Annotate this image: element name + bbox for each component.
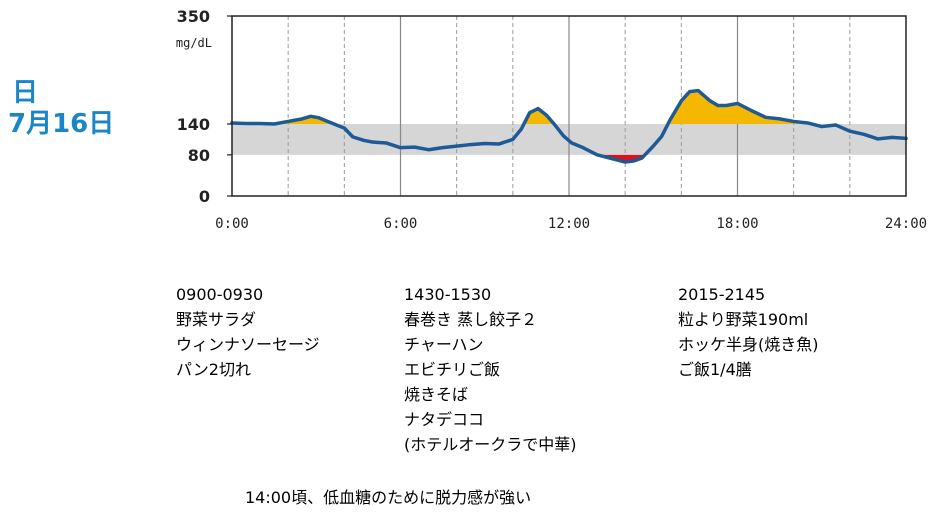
meal-item: 春巻き 蒸し餃子２ — [404, 310, 538, 329]
meal-item: ご飯1/4膳 — [678, 360, 752, 379]
day-label-date: 7月16日 — [8, 109, 115, 139]
meal-item: 野菜サラダ — [176, 310, 257, 329]
meal-item: 焼きそば — [404, 385, 469, 404]
plot-frame — [231, 15, 907, 197]
y-axis-unit-label: mg/dL — [176, 36, 212, 50]
meal-item: チャーハン — [404, 335, 484, 354]
high-area — [232, 90, 812, 124]
meal-item: 粒より野菜190ml — [678, 310, 809, 329]
meal-breakfast: 0900-0930 野菜サラダ ウィンナソーセージ パン2切れ — [176, 282, 320, 382]
meal-item: パン2切れ — [176, 360, 251, 379]
meal-dinner: 2015-2145 粒より野菜190ml ホッケ半身(焼き魚) ご飯1/4膳 — [678, 282, 819, 382]
meal-lunch: 1430-1530 春巻き 蒸し餃子２ チャーハン エビチリご飯 焼きそば ナタ… — [404, 282, 577, 457]
hypoglycemia-note: 14:00頃、低血糖のために脱力感が強い — [245, 488, 532, 507]
meal-item: ナタデココ — [404, 410, 485, 429]
meal-time: 1430-1530 — [404, 285, 492, 304]
x-tick-label: 12:00 — [548, 216, 590, 232]
meal-item: (ホテルオークラで中華) — [404, 435, 577, 454]
x-axis: 0:00 6:00 12:00 18:00 24:00 — [215, 216, 927, 232]
day-label-line1: 日 — [12, 78, 39, 108]
x-tick-label: 24:00 — [885, 216, 927, 232]
day-label: 日 7月16日 — [8, 78, 114, 140]
x-tick-label: 18:00 — [716, 216, 758, 232]
glucose-line — [230, 88, 908, 164]
y-axis: 0 80 140 350 — [177, 7, 232, 206]
meal-time: 0900-0930 — [176, 285, 264, 304]
meal-time: 2015-2145 — [678, 285, 766, 304]
x-tick-label: 6:00 — [384, 216, 418, 232]
y-tick-label: 140 — [177, 115, 210, 134]
y-tick-label: 0 — [199, 187, 210, 206]
x-tick-label: 0:00 — [215, 216, 249, 232]
y-tick-label: 350 — [177, 7, 210, 26]
y-tick-label: 80 — [188, 146, 210, 165]
glucose-chart: 0 80 140 350 0:00 6:00 12:00 18:00 24:00 mg/dL — [176, 7, 927, 232]
meal-item: ホッケ半身(焼き魚) — [678, 335, 819, 354]
meal-item: ウィンナソーセージ — [176, 335, 320, 354]
grid-lines — [287, 16, 851, 196]
meal-item: エビチリご飯 — [404, 360, 501, 379]
